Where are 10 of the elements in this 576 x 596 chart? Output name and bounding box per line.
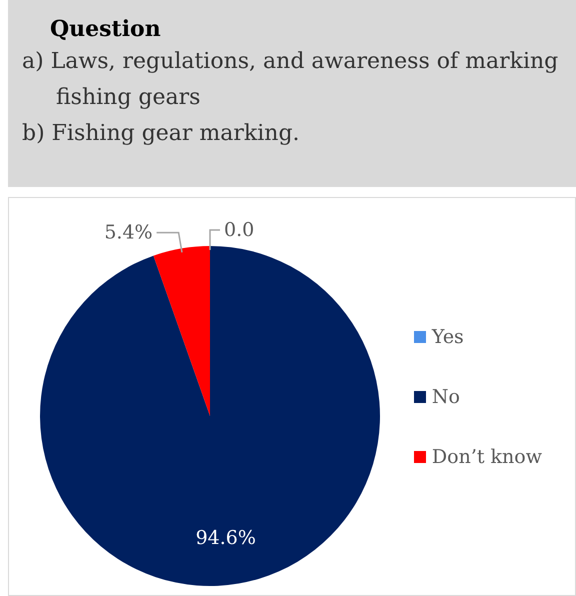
text: 0.0 bbox=[224, 219, 254, 241]
legend-label: Yes bbox=[432, 326, 464, 348]
data-label: 5.4% bbox=[104, 222, 153, 244]
text: b) Fishing gear marking. bbox=[22, 120, 301, 148]
chart-title: Question bbox=[50, 15, 162, 44]
legend-label: No bbox=[432, 386, 460, 408]
data-label: 94.6% bbox=[196, 527, 256, 550]
legend-label: Don’t know bbox=[432, 446, 542, 468]
pie-slice bbox=[40, 246, 380, 586]
pie-slice bbox=[153, 246, 210, 416]
